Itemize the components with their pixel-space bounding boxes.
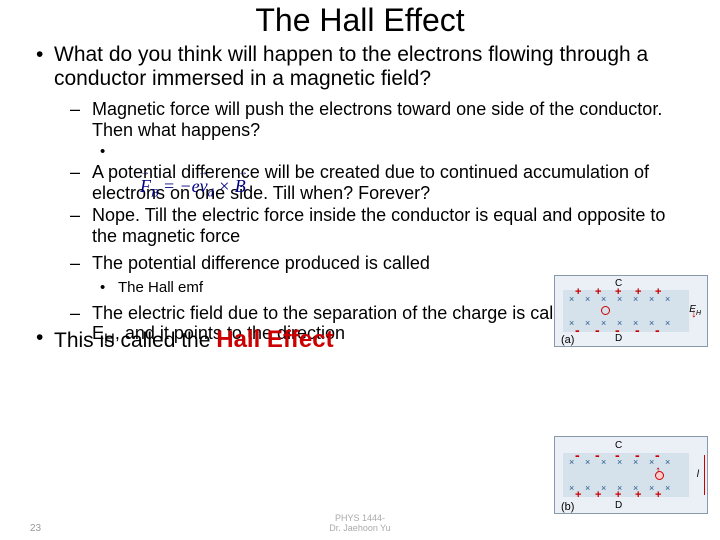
hall-emf-text: The Hall emf	[118, 279, 203, 296]
fig-a-caption: (a)	[561, 334, 574, 346]
sub-bullet-1-text: Magnetic force will push the electrons t…	[92, 99, 690, 140]
figure-a: C D (a) EH ××××××× ××××××× +++++ ----- ↓	[554, 275, 708, 347]
dash-marker: –	[70, 253, 92, 274]
sub-bullet-3-text: Nope. Till the electric force inside the…	[92, 205, 690, 246]
sub-bullet-3: – Nope. Till the electric force inside t…	[70, 205, 690, 246]
sub-bullet-4: – The potential difference produced is c…	[70, 253, 690, 274]
fig-a-electron	[601, 306, 610, 315]
footer-center: PHYS 1444- Dr. Jaehoon Yu	[329, 514, 390, 534]
bullet-marker: •	[30, 326, 54, 354]
page-number: 23	[30, 523, 41, 534]
sub-bullet-4-text: The potential difference produced is cal…	[92, 253, 430, 274]
footer-line2: Dr. Jaehoon Yu	[329, 523, 390, 533]
fig-b-charge	[655, 471, 664, 480]
formula-vec-v: →	[198, 167, 208, 178]
dash-marker: –	[70, 205, 92, 246]
main-bullet: • What do you think will happen to the e…	[30, 43, 690, 91]
slide-title: The Hall Effect	[0, 0, 720, 39]
fig-b-label-D: D	[615, 500, 622, 511]
empty-sub-bullet: •	[100, 143, 690, 160]
sub-bullet-1: – Magnetic force will push the electrons…	[70, 99, 690, 140]
footer-line1: PHYS 1444-	[335, 513, 385, 523]
dot-marker: •	[100, 143, 118, 160]
formula-vec-F: →	[140, 167, 150, 178]
formula-F: F	[140, 176, 151, 196]
hall-effect-label: Hall Effect	[216, 326, 333, 353]
hall-effect-statement: • This is called the Hall Effect	[30, 326, 334, 354]
fig-b-caption: (b)	[561, 501, 574, 513]
dash-marker: –	[70, 99, 92, 140]
dot-marker: •	[100, 279, 118, 296]
dash-marker: –	[70, 162, 92, 203]
figure-b: C D (b) l ××××××× ××××××× ----- +++++ ↓	[554, 436, 708, 514]
fig-b-l: l	[697, 469, 699, 480]
formula-eq: = −ev	[158, 176, 207, 196]
bullet-marker: •	[30, 43, 54, 91]
magnetic-force-formula: FB = −evd × B → → →	[140, 176, 246, 201]
fig-b-l-arrow	[704, 455, 705, 495]
hall-prefix: This is called the	[54, 329, 216, 352]
hall-effect-text: This is called the Hall Effect	[54, 326, 334, 354]
main-question-text: What do you think will happen to the ele…	[54, 43, 690, 91]
formula-vec-B: →	[238, 167, 248, 178]
formula-times: ×	[214, 176, 235, 196]
fig-a-arrow: ↓	[691, 306, 697, 320]
formula-B: B	[235, 176, 246, 196]
